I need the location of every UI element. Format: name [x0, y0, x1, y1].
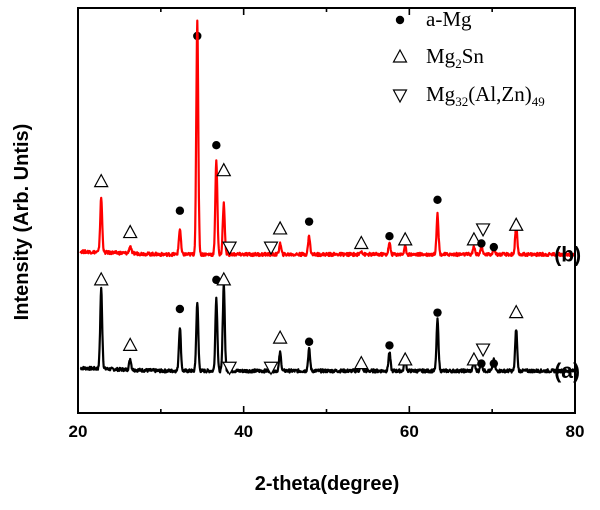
phase-marker-triangle-up: [508, 217, 524, 231]
phase-marker-circle: [489, 359, 499, 368]
phase-marker-circle: [433, 195, 442, 204]
phase-marker-circle: [489, 242, 499, 252]
phase-marker-circle: [477, 239, 486, 248]
x-tick-label: 80: [566, 422, 585, 441]
series-line-a: [79, 282, 576, 374]
series-line-b: [79, 19, 576, 258]
legend-marker-triangle-down: [392, 89, 408, 104]
phase-marker-triangle-down: [475, 223, 491, 238]
phase-marker-circle: [304, 217, 314, 226]
phase-marker-triangle-up: [466, 231, 482, 246]
phase-marker-triangle-up: [466, 351, 482, 366]
x-tick-label: 40: [234, 422, 253, 441]
y-axis-title: Intensity (Arb. Untis): [11, 124, 33, 321]
legend-label: Mg32(Al,Zn)49: [426, 82, 545, 109]
phase-marker-circle: [433, 308, 442, 317]
phase-marker-circle: [385, 341, 394, 350]
legend: a-Mg Mg2Sn Mg32(Al,Zn)49: [392, 7, 545, 109]
phase-marker-circle: [477, 359, 486, 368]
legend-label: a-Mg: [426, 7, 472, 31]
legend-marker-triangle-up: [392, 48, 408, 63]
series-label-a: (a): [554, 360, 580, 383]
legend-marker-circle: [395, 15, 405, 25]
phase-marker-triangle-up: [272, 220, 288, 235]
legend-label: Mg2Sn: [426, 44, 484, 71]
phase-marker-triangle-up: [397, 351, 413, 366]
phase-marker-triangle-up: [122, 337, 138, 351]
phase-marker-triangle-up: [93, 271, 109, 286]
phase-marker-triangle-up: [397, 231, 413, 246]
plot-frame: [77, 7, 576, 414]
phase-marker-circle: [175, 206, 185, 215]
phase-marker-triangle-down: [222, 361, 238, 376]
series-label-b: (b): [554, 243, 581, 266]
plot-area: (a) (b): [79, 19, 581, 383]
phase-marker-triangle-up: [122, 224, 138, 239]
phase-marker-circle: [175, 304, 185, 314]
x-tick-label: 60: [400, 422, 419, 441]
phase-marker-triangle-up: [216, 271, 232, 286]
phase-marker-triangle-up: [272, 329, 288, 344]
phase-marker-triangle-down: [263, 241, 279, 256]
x-axis-title: 2-theta(degree): [255, 473, 399, 495]
axes: 20 40 60 80: [69, 7, 585, 441]
phase-marker-triangle-up: [93, 173, 109, 188]
phase-marker-triangle-down: [263, 361, 279, 376]
phase-marker-triangle-down: [475, 343, 491, 358]
phase-marker-triangle-up: [508, 304, 524, 319]
phase-marker-triangle-up: [353, 355, 369, 370]
phase-marker-circle: [212, 141, 221, 150]
phase-marker-triangle-up: [353, 235, 369, 250]
phase-marker-circle: [304, 337, 314, 346]
phase-marker-circle: [385, 232, 394, 241]
x-tick-label: 20: [69, 422, 88, 441]
phase-marker-triangle-down: [222, 241, 238, 256]
phase-marker-triangle-up: [216, 162, 232, 177]
